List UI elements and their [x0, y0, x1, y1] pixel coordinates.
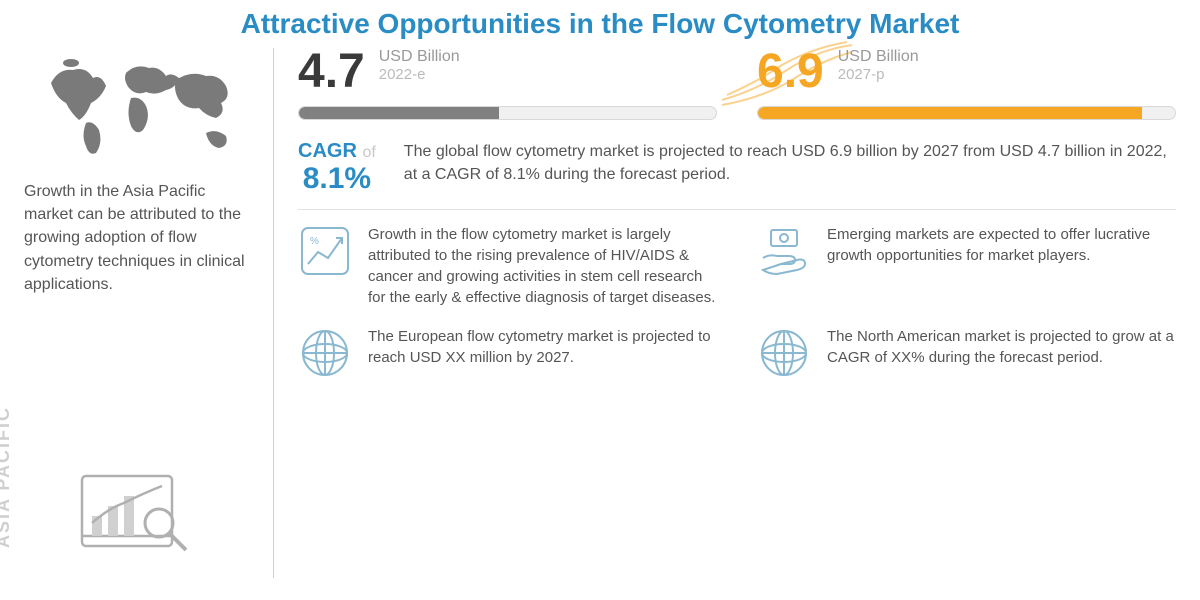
main-layout: Growth in the Asia Pacific market can be… — [24, 48, 1176, 578]
cagr-label: CAGR — [298, 140, 357, 162]
stat-start: 4.7 USD Billion 2022-e — [298, 48, 717, 120]
growth-chart-icon: % — [298, 224, 352, 278]
left-description: Growth in the Asia Pacific market can be… — [24, 180, 257, 296]
globe-europe-icon — [298, 326, 352, 380]
analysis-chart-icon — [74, 468, 194, 568]
insight-growth: % Growth in the flow cytometry market is… — [298, 224, 717, 308]
stat-start-bar — [298, 106, 717, 120]
world-map-icon — [31, 48, 251, 168]
stat-start-value: 4.7 — [298, 48, 365, 96]
insight-text: Growth in the flow cytometry market is l… — [368, 224, 717, 308]
cagr-of: of — [362, 144, 375, 161]
money-hand-icon — [757, 224, 811, 278]
stat-end-bar — [757, 106, 1176, 120]
stat-end: 6.9 USD Billion 2027-p — [757, 48, 1176, 120]
stat-end-value: 6.9 — [757, 48, 824, 96]
side-region-label: ASIA PACIFIC — [0, 406, 14, 548]
page-title: Attractive Opportunities in the Flow Cyt… — [24, 8, 1176, 40]
svg-text:%: % — [310, 236, 319, 247]
insight-text: Emerging markets are expected to offer l… — [827, 224, 1176, 266]
insight-text: The North American market is projected t… — [827, 326, 1176, 368]
stat-start-year: 2022-e — [379, 66, 460, 83]
cagr-value: 8.1% — [303, 162, 371, 195]
summary-text: The global flow cytometry market is proj… — [404, 140, 1176, 186]
insight-grid: % Growth in the flow cytometry market is… — [298, 209, 1176, 380]
cagr-block: CAGR of 8.1% — [298, 140, 376, 195]
right-column: 4.7 USD Billion 2022-e — [298, 48, 1176, 578]
insight-europe: The European flow cytometry market is pr… — [298, 326, 717, 380]
insight-text: The European flow cytometry market is pr… — [368, 326, 717, 368]
left-column: Growth in the Asia Pacific market can be… — [24, 48, 274, 578]
insight-na: The North American market is projected t… — [757, 326, 1176, 380]
insight-emerging: Emerging markets are expected to offer l… — [757, 224, 1176, 308]
cagr-row: CAGR of 8.1% The global flow cytometry m… — [298, 140, 1176, 195]
stat-end-year: 2027-p — [838, 66, 919, 83]
globe-na-icon — [757, 326, 811, 380]
stats-row: 4.7 USD Billion 2022-e — [298, 48, 1176, 120]
stat-end-unit: USD Billion — [838, 48, 919, 66]
stat-start-unit: USD Billion — [379, 48, 460, 66]
